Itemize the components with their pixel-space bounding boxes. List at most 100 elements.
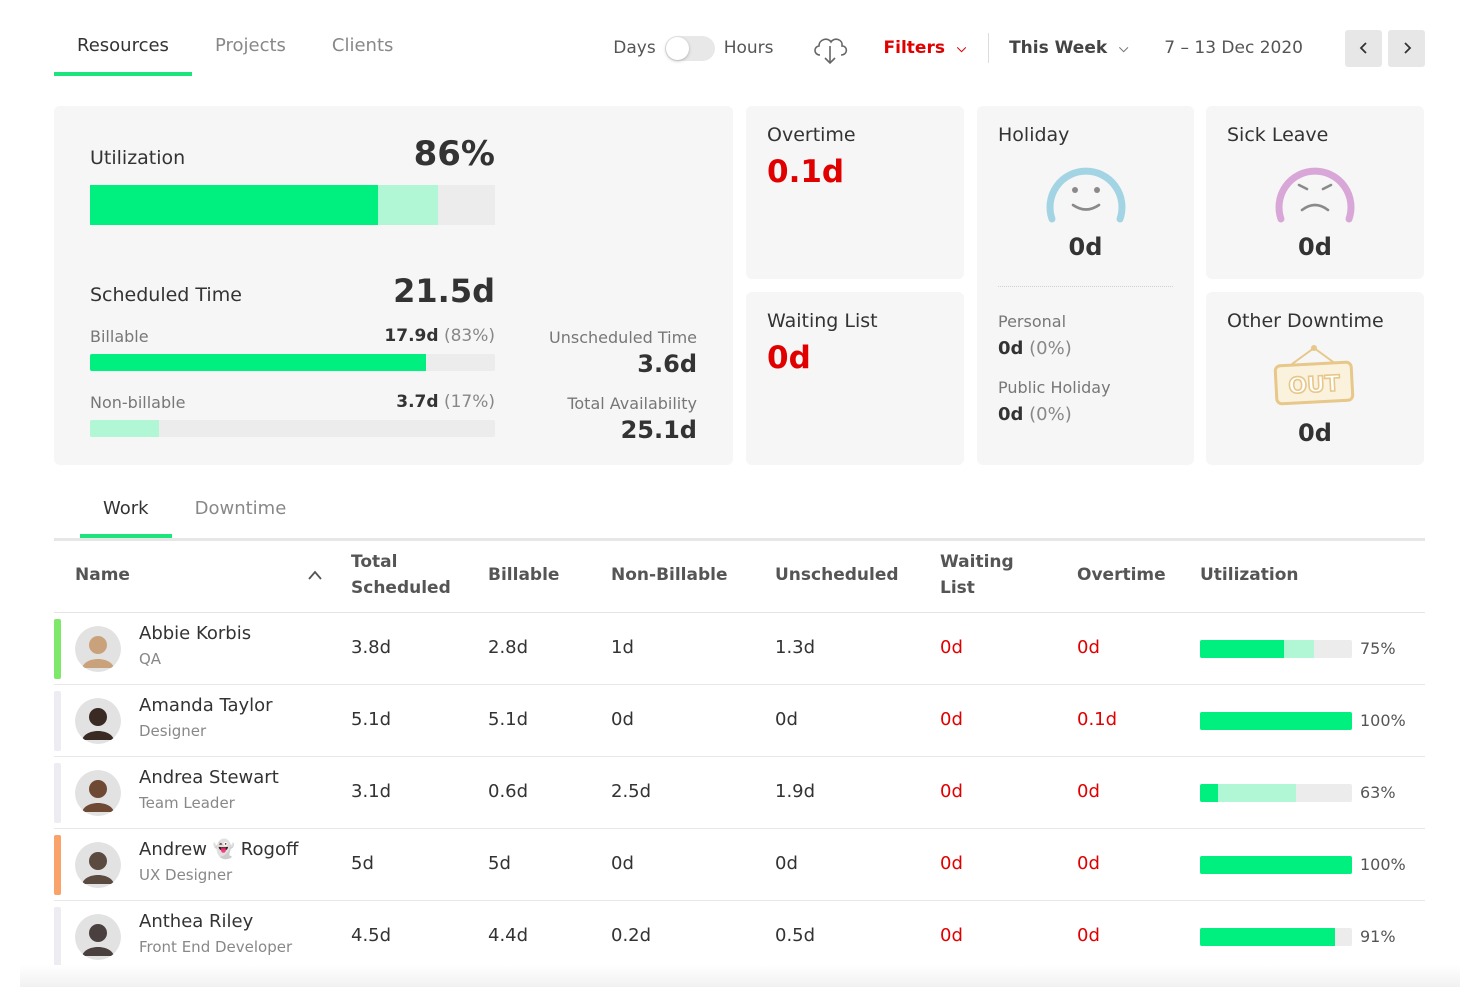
column-header-total-line2: Scheduled	[351, 578, 451, 598]
column-header-total-line1: Total	[351, 552, 398, 572]
personal-holiday-label: Personal	[998, 312, 1067, 331]
waiting-list-label: Waiting List	[767, 310, 878, 332]
utilization-percent: 75%	[1360, 639, 1396, 658]
cell-billable: 5d	[488, 853, 511, 874]
days-label: Days	[613, 38, 656, 58]
column-header-total-scheduled[interactable]: Total Scheduled	[351, 549, 451, 601]
period-dropdown[interactable]: This Week ⌵	[1009, 38, 1128, 58]
person-role: UX Designer	[139, 866, 233, 884]
utilization-bar-billable	[1200, 928, 1336, 946]
column-header-non-billable[interactable]: Non-Billable	[611, 565, 728, 585]
sick-leave-label: Sick Leave	[1227, 124, 1329, 146]
chevron-right-icon	[1403, 42, 1411, 54]
cell-waiting: 0d	[940, 781, 963, 802]
overtime-value: 0.1d	[767, 154, 845, 190]
scheduled-value: 21.5d	[393, 272, 495, 310]
column-header-unscheduled[interactable]: Unscheduled	[775, 565, 899, 585]
cell-unscheduled: 1.9d	[775, 781, 816, 802]
utilization-percent: 91%	[1360, 927, 1396, 946]
person-name[interactable]: Anthea Riley	[139, 911, 254, 932]
scroll-fade	[20, 965, 1460, 987]
out-sign-text: OUT	[1288, 372, 1341, 400]
sick-leave-value: 0d	[1298, 233, 1332, 261]
column-header-waiting-list[interactable]: Waiting List	[940, 549, 1014, 601]
days-hours-toggle[interactable]	[664, 35, 715, 61]
billable-value: 17.9d (83%)	[384, 326, 495, 346]
tab-resources[interactable]: Resources	[54, 0, 192, 76]
avatar	[75, 914, 121, 960]
smiley-face-icon	[1046, 167, 1126, 223]
prev-week-button[interactable]	[1345, 29, 1382, 67]
tab-work[interactable]: Work	[80, 480, 172, 538]
cell-unscheduled: 1.3d	[775, 637, 816, 658]
billable-bar	[90, 354, 495, 371]
person-name[interactable]: Andrew 👻 Rogoff	[139, 839, 299, 860]
chevron-down-icon: ⌵	[956, 40, 967, 55]
tab-clients[interactable]: Clients	[331, 35, 394, 56]
utilization-card: Utilization 86% Scheduled Time 21.5d Bil…	[54, 106, 733, 465]
column-header-utilization[interactable]: Utilization	[1200, 565, 1299, 585]
person-name[interactable]: Andrea Stewart	[139, 767, 279, 788]
next-week-button[interactable]	[1388, 29, 1425, 67]
row-color-stripe	[54, 619, 61, 679]
filters-label: Filters	[883, 38, 945, 58]
table-row[interactable]: Amanda Taylor Designer 5.1d 5.1d 0d 0d 0d 0.1d 1…	[54, 685, 1425, 757]
cell-overtime: 0d	[1077, 637, 1100, 658]
nonbillable-bar-fill	[90, 420, 159, 437]
cell-nonbillable: 0d	[611, 853, 634, 874]
utilization-bar-billable	[1200, 712, 1352, 730]
other-downtime-label: Other Downtime	[1227, 310, 1384, 332]
avatar	[75, 626, 121, 672]
public-holiday-value: 0d (0%)	[998, 404, 1072, 425]
public-holiday-label: Public Holiday	[998, 378, 1111, 397]
nonbillable-amount: 3.7d	[396, 392, 439, 412]
person-role: Team Leader	[139, 794, 235, 812]
cell-unscheduled: 0.5d	[775, 925, 816, 946]
tab-projects[interactable]: Projects	[214, 35, 286, 56]
table-row[interactable]: Anthea Riley Front End Developer 4.5d 4.4d 0…	[54, 901, 1425, 973]
table-row[interactable]: Andrew 👻 Rogoff UX Designer 5d 5d 0d 0d 0d 0d 10…	[54, 829, 1425, 901]
sick-leave-card: Sick Leave 0d	[1206, 106, 1424, 279]
toolbar-divider	[988, 33, 990, 63]
utilization-bar	[90, 185, 495, 225]
filters-dropdown[interactable]: Filters ⌵	[884, 38, 967, 58]
cell-total: 3.1d	[351, 781, 392, 802]
unscheduled-value: 3.6d	[637, 350, 697, 378]
cell-total: 5d	[351, 853, 374, 874]
utilization-bar	[1200, 784, 1352, 802]
cell-waiting: 0d	[940, 853, 963, 874]
utilization-bar	[1200, 928, 1352, 946]
cell-total: 4.5d	[351, 925, 392, 946]
nonbillable-value: 3.7d (17%)	[396, 392, 495, 412]
utilization-value: 86%	[413, 134, 495, 174]
column-header-overtime[interactable]: Overtime	[1077, 565, 1166, 585]
out-sign-icon: OUT	[1273, 345, 1355, 406]
cell-overtime: 0d	[1077, 781, 1100, 802]
sort-ascending-icon[interactable]	[308, 570, 322, 580]
table-row[interactable]: Andrea Stewart Team Leader 3.1d 0.6d 2.5d 1.9…	[54, 757, 1425, 829]
cell-billable: 2.8d	[488, 637, 529, 658]
person-name[interactable]: Amanda Taylor	[139, 695, 273, 716]
utilization-percent: 63%	[1360, 783, 1396, 802]
chevron-down-icon: ⌵	[1119, 40, 1129, 55]
column-header-waiting-line1: Waiting	[940, 552, 1014, 572]
cell-billable: 4.4d	[488, 925, 529, 946]
column-header-billable[interactable]: Billable	[488, 565, 560, 585]
cell-nonbillable: 0.2d	[611, 925, 652, 946]
cell-total: 3.8d	[351, 637, 392, 658]
row-color-stripe	[54, 835, 61, 895]
tab-downtime[interactable]: Downtime	[194, 498, 287, 519]
unscheduled-label: Unscheduled Time	[549, 328, 697, 347]
column-header-name[interactable]: Name	[75, 565, 130, 585]
nonbillable-bar	[90, 420, 495, 437]
person-name[interactable]: Abbie Korbis	[139, 623, 252, 644]
table-row[interactable]: Abbie Korbis QA 3.8d 2.8d 1d 1.3d 0d 0d 75%	[54, 613, 1425, 685]
date-range: 7 – 13 Dec 2020	[1164, 38, 1303, 58]
billable-pct: (83%)	[443, 326, 495, 346]
nonbillable-label: Non-billable	[90, 393, 186, 412]
holiday-divider	[998, 286, 1173, 287]
table-tabs: Work Downtime	[80, 480, 309, 538]
toggle-knob	[665, 36, 689, 60]
cloud-download-icon[interactable]	[810, 30, 850, 66]
waiting-list-card: Waiting List 0d	[746, 292, 964, 465]
